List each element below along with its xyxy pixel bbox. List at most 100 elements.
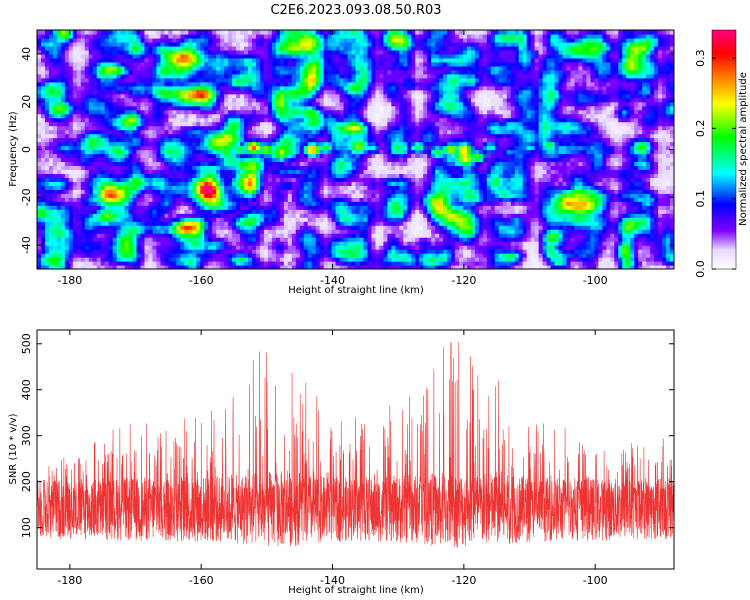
heatmap-cell	[331, 265, 337, 269]
heatmap-cell	[602, 149, 607, 155]
heatmap-cell	[642, 233, 647, 238]
heatmap-cell	[606, 253, 611, 258]
heatmap-cell	[363, 209, 369, 214]
heatmap-cell	[371, 245, 377, 250]
heatmap-cell	[474, 217, 480, 222]
heatmap-cell	[606, 213, 611, 218]
heatmap-cell	[339, 221, 345, 226]
heatmap-cell	[307, 173, 313, 178]
heatmap-cell	[259, 165, 265, 171]
heatmap-cell	[347, 189, 353, 194]
heatmap-cell	[248, 257, 253, 262]
heatmap-cell	[598, 257, 603, 262]
heatmap-cell	[228, 257, 233, 262]
heatmap-cell	[200, 229, 205, 234]
heatmap-cell	[486, 241, 492, 246]
heatmap-cell	[598, 249, 603, 254]
heatmap-cell	[570, 153, 576, 159]
heatmap-cell	[582, 157, 588, 163]
heatmap-cell	[407, 249, 412, 254]
heatmap-cell	[482, 265, 488, 269]
heatmap-cell	[140, 165, 146, 171]
heatmap-cell	[176, 193, 181, 198]
heatmap-cell	[387, 257, 392, 262]
heatmap-cell	[76, 181, 82, 186]
heatmap-cell	[574, 265, 580, 269]
heatmap-cell	[570, 149, 576, 155]
heatmap-cell	[120, 245, 126, 250]
heatmap-cell	[670, 237, 674, 242]
heatmap-cell	[630, 205, 635, 210]
heatmap-cell	[602, 249, 607, 254]
heatmap-cell	[184, 181, 189, 186]
heatmap-cell	[415, 145, 420, 151]
heatmap-cell	[267, 221, 273, 226]
heatmap-cell	[248, 245, 253, 250]
heatmap-cell	[248, 169, 253, 174]
heatmap-cell	[228, 153, 233, 159]
heatmap-cell	[216, 237, 221, 242]
heatmap-cell	[196, 213, 201, 218]
heatmap-cell	[100, 221, 106, 226]
heatmap-cell	[470, 209, 476, 214]
heatmap-cell	[626, 225, 631, 230]
heatmap-cell	[602, 257, 607, 262]
heatmap-cell	[216, 221, 221, 226]
heatmap-cell	[371, 217, 377, 222]
heatmap-cell	[586, 197, 591, 202]
heatmap-cell	[263, 209, 269, 214]
heatmap-cell	[128, 193, 134, 198]
heatmap-cell	[522, 161, 528, 167]
heatmap-cell	[622, 145, 627, 151]
heatmap-cell	[160, 165, 165, 171]
heatmap-cell	[343, 153, 349, 159]
heatmap-cell	[447, 169, 452, 174]
heatmap-cell	[530, 153, 536, 159]
heatmap-cell	[275, 253, 281, 258]
heatmap-cell	[259, 201, 265, 206]
heatmap-cell	[295, 153, 301, 159]
heatmap-cell	[614, 145, 619, 151]
heatmap-cell	[299, 217, 305, 222]
heatmap-cell	[244, 161, 249, 167]
heatmap-cell	[363, 145, 369, 151]
heatmap-cell	[323, 257, 329, 262]
heatmap-cell	[371, 169, 377, 174]
heatmap-cell	[291, 193, 297, 198]
heatmap-cell	[240, 197, 245, 202]
heatmap-cell	[156, 217, 162, 222]
heatmap-cell	[144, 165, 150, 171]
heatmap-cell	[474, 213, 480, 218]
heatmap-cell	[427, 161, 432, 167]
heatmap-cell	[208, 209, 213, 214]
heatmap-cell	[383, 257, 388, 262]
heatmap-cell	[423, 197, 428, 202]
heatmap-cell	[80, 229, 86, 234]
heatmap-cell	[363, 149, 369, 155]
heatmap-cell	[271, 265, 277, 269]
heatmap-cell	[315, 229, 321, 234]
heatmap-cell	[188, 245, 193, 250]
heatmap-cell	[224, 237, 229, 242]
heatmap-cell	[451, 257, 456, 262]
heatmap-cell	[363, 177, 369, 182]
heatmap-cell	[132, 201, 138, 206]
heatmap-cell	[518, 169, 524, 174]
heatmap-cell	[550, 253, 556, 258]
heatmap-cell	[216, 153, 221, 159]
heatmap-cell	[387, 217, 392, 222]
heatmap-cell	[391, 217, 396, 222]
heatmap-cell	[104, 225, 110, 230]
heatmap-cell	[96, 153, 102, 159]
heatmap-cell	[610, 253, 615, 258]
heatmap-cell	[498, 153, 504, 159]
heatmap-cell	[311, 201, 317, 206]
heatmap-cell	[502, 165, 508, 171]
heatmap-cell	[367, 169, 373, 174]
heatmap-cell	[550, 225, 556, 230]
heatmap-cell	[279, 253, 285, 258]
heatmap-cell	[459, 249, 464, 254]
heatmap-cell	[598, 177, 603, 182]
heatmap-cell	[542, 265, 548, 269]
heatmap-cell	[228, 237, 233, 242]
